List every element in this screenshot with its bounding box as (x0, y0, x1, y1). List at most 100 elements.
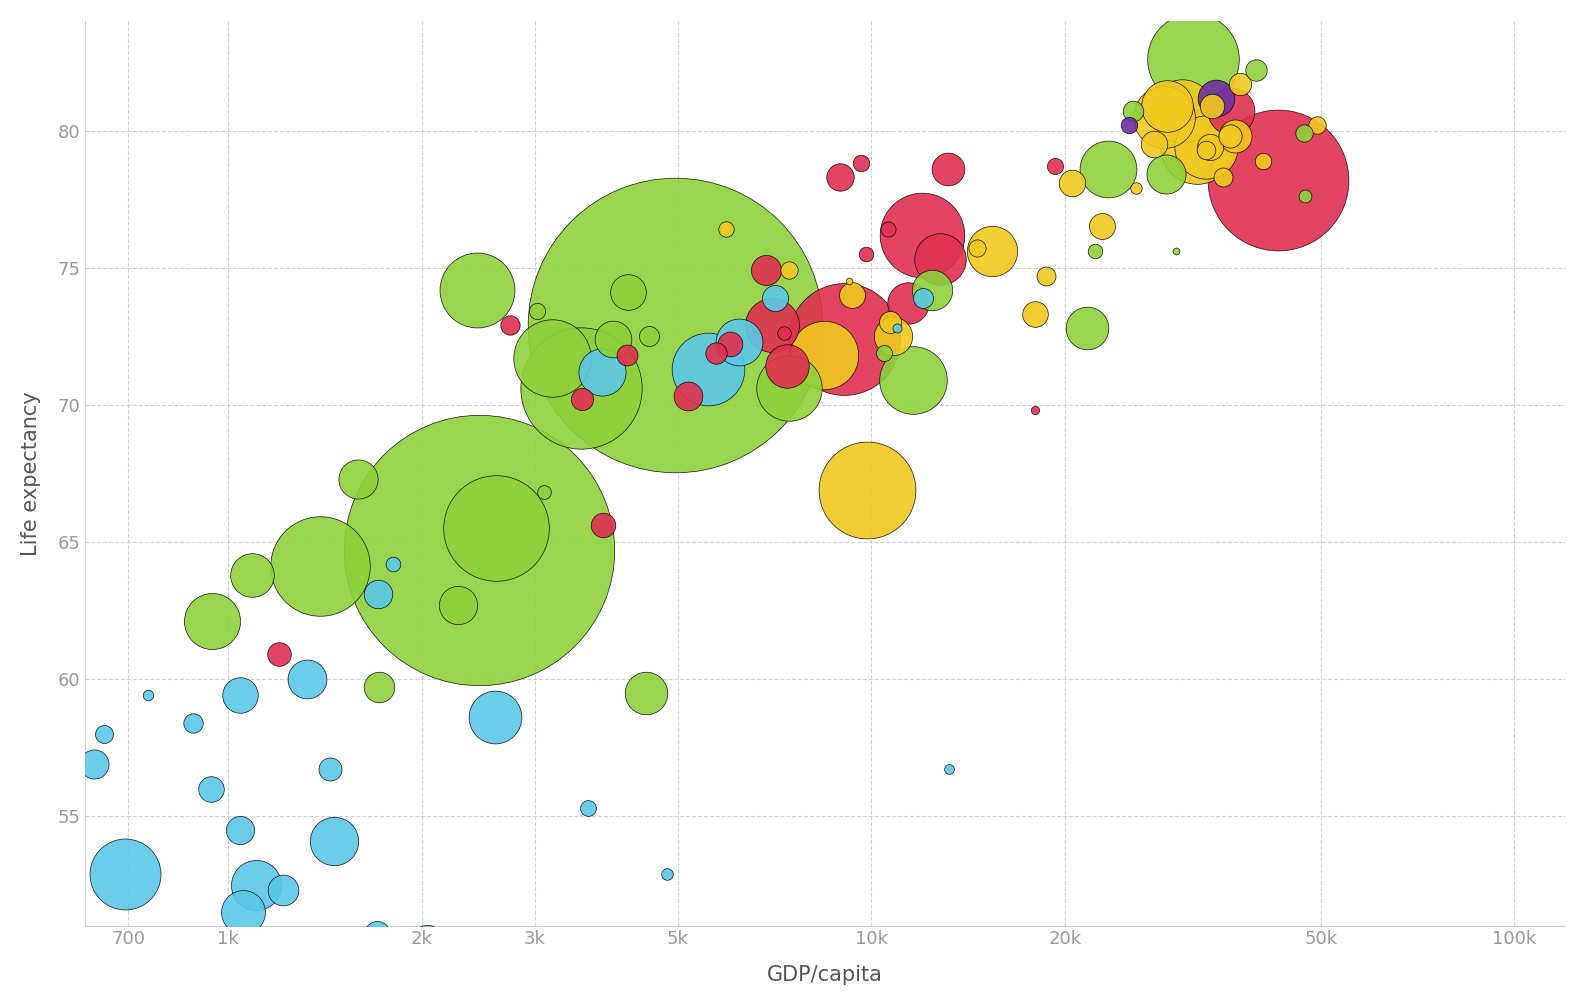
Point (926, 252, 952, 268)
Point (1164, 243, 1190, 260)
Point (1120, 104, 1145, 120)
Point (1155, 98, 1180, 114)
Point (308, 558, 333, 574)
Point (531, 484, 557, 500)
Point (568, 380, 593, 396)
Point (336, 992, 362, 1006)
Point (1223, 128, 1248, 144)
Point (763, 290, 788, 306)
Point (81, 756, 106, 772)
Point (1216, 128, 1242, 144)
Point (636, 328, 661, 344)
Point (760, 317, 785, 333)
Point (979, 243, 1004, 260)
Point (777, 380, 803, 396)
Point (227, 687, 252, 703)
Point (1243, 62, 1269, 78)
Point (1180, 51, 1205, 67)
Point (1023, 402, 1048, 418)
Point (909, 226, 934, 242)
Point (1210, 169, 1235, 185)
Point (896, 295, 921, 311)
Point (322, 833, 347, 849)
Point (703, 344, 728, 360)
Point (138, 992, 163, 1006)
Point (839, 287, 864, 303)
Point (466, 542, 492, 558)
Point (346, 471, 371, 487)
Point (936, 161, 961, 177)
Point (883, 320, 909, 336)
Point (198, 781, 224, 797)
Point (1042, 158, 1067, 174)
Point (416, 934, 441, 950)
Point (1059, 175, 1085, 191)
Point (614, 347, 639, 363)
Point (771, 325, 796, 341)
Point (753, 263, 779, 279)
Point (853, 245, 879, 262)
Point (465, 282, 490, 298)
Point (295, 671, 320, 687)
Point (1123, 180, 1148, 196)
Point (663, 317, 688, 333)
Point (590, 517, 615, 533)
Point (1197, 139, 1223, 155)
Point (244, 876, 270, 892)
Point (653, 865, 679, 881)
Point (776, 263, 801, 279)
Point (849, 155, 874, 171)
Point (615, 285, 641, 301)
Point (90, 725, 116, 741)
Point (1291, 125, 1316, 141)
Point (871, 344, 896, 360)
X-axis label: GDP/capita: GDP/capita (768, 965, 883, 985)
Point (910, 290, 936, 306)
Point (227, 822, 252, 838)
Point (365, 585, 390, 602)
Point (317, 762, 343, 778)
Point (1194, 142, 1220, 158)
Point (601, 331, 626, 347)
Point (880, 328, 906, 344)
Point (569, 391, 595, 407)
Point (1204, 90, 1229, 106)
Point (1199, 98, 1224, 114)
Point (113, 865, 138, 881)
Point (1228, 75, 1253, 92)
Point (837, 964, 863, 980)
Point (676, 388, 701, 404)
Y-axis label: Life expectancy: Life expectancy (21, 391, 41, 555)
Point (1266, 172, 1291, 188)
Point (899, 372, 925, 388)
Point (1032, 268, 1058, 284)
Point (193, 994, 219, 1006)
Point (1218, 104, 1243, 120)
Point (877, 315, 902, 331)
Point (482, 520, 508, 536)
Point (696, 361, 722, 377)
Point (1250, 153, 1275, 169)
Point (1153, 166, 1178, 182)
Point (1293, 188, 1318, 204)
Point (831, 331, 856, 347)
Point (726, 334, 752, 350)
Point (717, 336, 742, 352)
Point (1083, 243, 1109, 260)
Point (181, 714, 206, 730)
Point (1169, 104, 1194, 120)
Point (936, 762, 961, 778)
Point (590, 364, 615, 380)
Point (964, 240, 990, 257)
Point (1142, 136, 1167, 152)
Point (239, 566, 265, 582)
Point (498, 317, 523, 333)
Point (381, 555, 406, 571)
Point (923, 926, 948, 942)
Point (712, 221, 737, 237)
Point (855, 482, 880, 498)
Point (1151, 109, 1177, 125)
Point (1185, 139, 1210, 155)
Point (1096, 161, 1121, 177)
Point (812, 347, 837, 363)
